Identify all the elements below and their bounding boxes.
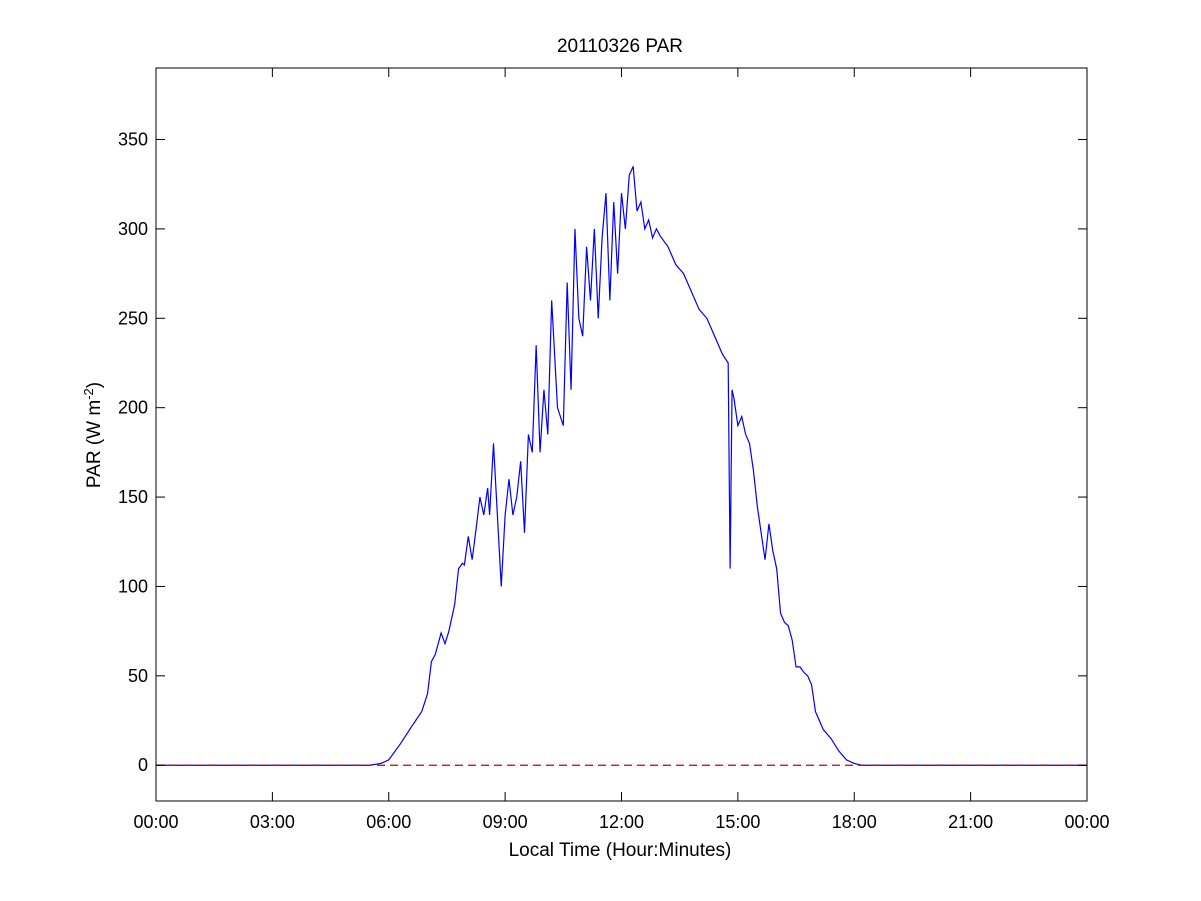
chart-title: 20110326 PAR bbox=[557, 36, 683, 57]
x-tick-label: 03:00 bbox=[250, 812, 295, 832]
x-tick-label: 18:00 bbox=[832, 812, 877, 832]
y-axis-label-prefix: PAR (W m bbox=[84, 400, 105, 488]
x-tick-label: 00:00 bbox=[1064, 812, 1109, 832]
axis-ticks: 00:00 03:00 06:00 09:00 12:00 15:00 18:00 21:00… bbox=[118, 67, 1110, 832]
y-axis-label-superscript: -2 bbox=[81, 388, 96, 400]
y-tick-label: 250 bbox=[118, 308, 148, 328]
y-tick-label: 350 bbox=[118, 130, 148, 150]
y-tick-label: 150 bbox=[118, 487, 148, 507]
plot-area bbox=[156, 68, 1087, 801]
x-tick-label: 00:00 bbox=[133, 812, 178, 832]
y-tick-label: 200 bbox=[118, 398, 148, 418]
y-tick-label: 100 bbox=[118, 576, 148, 596]
x-tick-label: 09:00 bbox=[483, 812, 528, 832]
y-axis-label: PAR (W m-2) bbox=[81, 382, 106, 488]
plot-background bbox=[156, 68, 1087, 801]
series-layer bbox=[156, 166, 1087, 766]
x-tick-label: 21:00 bbox=[948, 812, 993, 832]
x-tick-label: 15:00 bbox=[715, 812, 760, 832]
x-axis-label: Local Time (Hour:Minutes) bbox=[509, 840, 732, 861]
y-tick-label: 0 bbox=[138, 755, 148, 775]
x-tick-label: 12:00 bbox=[599, 812, 644, 832]
y-tick-label: 50 bbox=[128, 666, 148, 686]
x-tick-label: 06:00 bbox=[366, 812, 411, 832]
series-line-1 bbox=[156, 166, 1087, 766]
y-axis-label-suffix: ) bbox=[84, 382, 105, 388]
y-tick-label: 300 bbox=[118, 219, 148, 239]
